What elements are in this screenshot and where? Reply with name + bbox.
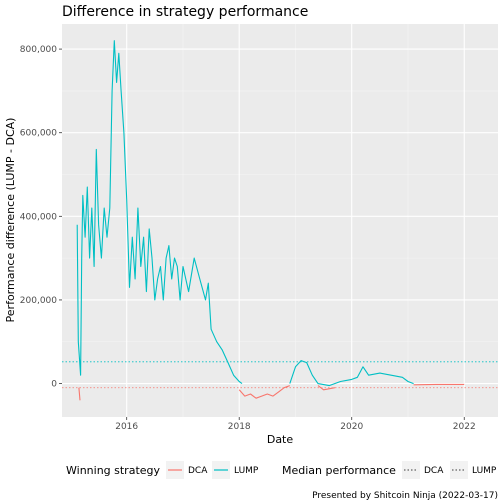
y-tick-label: 400,000 [20,212,57,222]
series-line-lump [76,40,243,385]
series-lines [76,40,465,401]
series-line-lump [289,360,414,387]
y-tick-label: 800,000 [20,45,57,55]
x-tick-label: 2018 [228,422,251,432]
series-line-dca [238,385,290,399]
series-line-dca [78,387,81,401]
legend-title-winning: Winning strategy [66,464,161,477]
caption: Presented by Shitcoin Ninja (2022-03-17) [312,491,498,501]
legend-label: LUMP [472,466,497,476]
y-axis-title: Performance difference (LUMP - DCA) [4,118,17,323]
grid [62,24,498,417]
plot-panel [62,24,498,417]
x-tick-label: 2020 [340,422,363,432]
chart-title: Difference in strategy performance [62,4,308,20]
legend-label: LUMP [234,466,259,476]
x-axis-title: Date [267,433,294,446]
x-tick-label: 2016 [115,422,138,432]
x-axis: 2016 2018 2020 2022 [115,417,476,432]
y-axis: 0 200,000 400,000 600,000 800,000 [20,45,62,390]
legend-label: DCA [424,466,444,476]
legend: Winning strategy DCA LUMP Median performanc… [66,461,497,479]
x-tick-label: 2022 [453,422,476,432]
median-lines [62,361,498,389]
series-line-dca [317,385,336,391]
y-tick-label: 0 [51,380,57,390]
legend-title-median: Median performance [282,464,396,477]
y-tick-label: 600,000 [20,129,57,139]
legend-label: DCA [188,466,208,476]
y-tick-label: 200,000 [20,296,57,306]
